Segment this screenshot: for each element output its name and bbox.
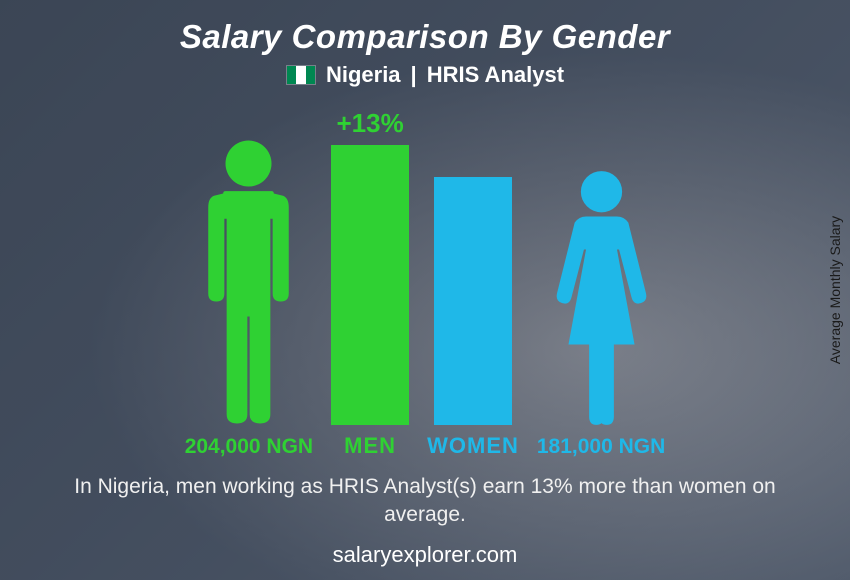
- side-label-wrap: Average Monthly Salary: [820, 0, 850, 580]
- percent-diff: +13%: [336, 108, 403, 139]
- men-label: MEN: [344, 433, 396, 459]
- description-text: In Nigeria, men working as HRIS Analyst(…: [45, 473, 805, 530]
- women-bar: [434, 177, 512, 425]
- women-salary: 181,000 NGN: [537, 435, 665, 459]
- page-title: Salary Comparison By Gender: [180, 18, 670, 56]
- flag-stripe: [296, 66, 305, 84]
- subtitle-row: Nigeria | HRIS Analyst: [286, 62, 564, 88]
- flag-stripe: [287, 66, 296, 84]
- country-label: Nigeria: [326, 62, 401, 88]
- flag-stripe: [306, 66, 315, 84]
- women-figure-col: 181,000 NGN: [537, 169, 665, 459]
- nigeria-flag-icon: [286, 65, 316, 85]
- men-salary: 204,000 NGN: [185, 435, 313, 459]
- source-label: salaryexplorer.com: [333, 542, 518, 568]
- women-bar-col: WOMEN: [427, 177, 519, 459]
- men-figure-col: 204,000 NGN: [185, 137, 313, 459]
- job-title: HRIS Analyst: [427, 62, 564, 88]
- men-bar-col: +13% MEN: [331, 108, 409, 459]
- man-icon: [191, 137, 306, 427]
- axis-label: Average Monthly Salary: [827, 216, 843, 364]
- separator: |: [411, 62, 417, 88]
- woman-icon: [544, 169, 659, 427]
- chart-area: 204,000 NGN +13% MEN WOMEN 181,000 NGN: [30, 108, 820, 459]
- men-bar: [331, 145, 409, 425]
- women-label: WOMEN: [427, 433, 519, 459]
